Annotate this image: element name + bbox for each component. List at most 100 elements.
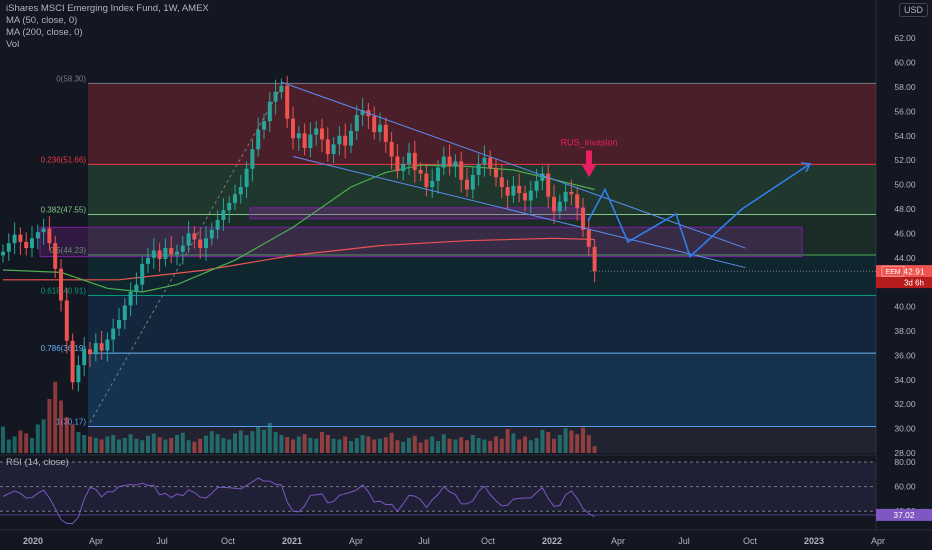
price-tick-label: 32.00 bbox=[894, 399, 916, 409]
volume-bar bbox=[581, 427, 585, 453]
candle bbox=[389, 132, 394, 170]
candle-body bbox=[378, 124, 382, 133]
volume-bar bbox=[441, 434, 446, 453]
candle-body bbox=[296, 133, 301, 139]
candle-body bbox=[175, 251, 179, 255]
candle-body bbox=[169, 248, 174, 255]
candle bbox=[192, 226, 197, 249]
candle bbox=[308, 122, 313, 158]
volume-bar bbox=[186, 440, 191, 453]
candle-body bbox=[186, 233, 191, 246]
volume-bar bbox=[378, 438, 382, 453]
candle bbox=[401, 156, 406, 181]
candle bbox=[146, 248, 150, 274]
candle-body bbox=[354, 115, 359, 131]
candle-body bbox=[325, 139, 330, 155]
candle-body bbox=[447, 156, 452, 167]
candle bbox=[320, 118, 324, 153]
fib-level-label: 0(58.30) bbox=[56, 74, 86, 83]
volume-bar bbox=[291, 439, 295, 453]
candle-body bbox=[111, 328, 116, 340]
symbol-label: EEM bbox=[885, 269, 900, 276]
fib-level-label: 0.236(51.66) bbox=[41, 155, 87, 164]
volume-bar bbox=[267, 423, 272, 453]
candle-body bbox=[192, 233, 197, 240]
candle bbox=[175, 244, 179, 266]
volume-bar bbox=[476, 438, 481, 453]
volume-bar bbox=[76, 432, 81, 453]
candle-body bbox=[82, 349, 87, 366]
price-tick-label: 36.00 bbox=[894, 350, 916, 360]
volume-bar bbox=[82, 435, 87, 453]
candle bbox=[12, 222, 17, 255]
volume-bar bbox=[592, 446, 597, 453]
candle bbox=[360, 97, 365, 127]
candle-body bbox=[64, 300, 69, 341]
candle bbox=[198, 229, 203, 260]
price-tick-label: 34.00 bbox=[894, 375, 916, 385]
volume-bar bbox=[88, 436, 92, 453]
volume-bar bbox=[204, 435, 208, 453]
candle-body bbox=[221, 210, 226, 220]
price-tick-label: 52.00 bbox=[894, 155, 916, 165]
candle-body bbox=[122, 305, 127, 321]
candle bbox=[528, 180, 533, 214]
candle-body bbox=[128, 291, 133, 306]
candle-body bbox=[459, 161, 464, 180]
candle-body bbox=[47, 228, 52, 244]
candle bbox=[517, 173, 522, 203]
candle bbox=[24, 232, 29, 256]
volume-bar bbox=[285, 437, 290, 453]
price-tick-label: 44.00 bbox=[894, 253, 916, 263]
rsi-tick-label: 60.00 bbox=[894, 482, 916, 492]
volume-bar bbox=[366, 436, 371, 453]
candle-body bbox=[592, 246, 597, 272]
candle bbox=[337, 126, 342, 156]
fib-level-label: 1(30.17) bbox=[56, 418, 86, 427]
fib-level-label: 0.618(40.91) bbox=[41, 286, 87, 295]
volume-bar bbox=[250, 431, 255, 453]
candle bbox=[488, 150, 493, 177]
candle bbox=[1, 244, 5, 263]
candle bbox=[372, 106, 377, 140]
volume-bar bbox=[314, 438, 319, 453]
volume-bar bbox=[244, 435, 249, 453]
candle-body bbox=[209, 229, 214, 239]
candle bbox=[157, 243, 162, 272]
candle bbox=[6, 233, 11, 261]
candle bbox=[76, 355, 81, 392]
candle bbox=[453, 154, 458, 178]
volume-bar bbox=[337, 439, 342, 453]
candle-body bbox=[117, 320, 121, 329]
candle bbox=[70, 333, 75, 390]
rsi-line bbox=[2, 477, 595, 524]
candle bbox=[291, 106, 295, 150]
volume-bar bbox=[198, 438, 203, 453]
price-tick-label: 40.00 bbox=[894, 302, 916, 312]
fib-zone bbox=[88, 83, 876, 165]
volume-bar bbox=[12, 436, 17, 453]
time-tick-label: Oct bbox=[743, 536, 758, 546]
candle-body bbox=[12, 234, 17, 244]
candle-body bbox=[163, 248, 168, 260]
candle bbox=[459, 151, 464, 193]
resistance-box bbox=[249, 207, 586, 220]
candle bbox=[331, 137, 336, 164]
rsi-tick-label: 80.00 bbox=[894, 457, 916, 467]
fib-level-label: 0.786(36.19) bbox=[41, 344, 87, 353]
volume-bar bbox=[465, 440, 469, 453]
volume-bar bbox=[122, 438, 127, 453]
candle bbox=[552, 184, 556, 225]
candle-body bbox=[93, 343, 98, 355]
candle-body bbox=[337, 135, 342, 145]
volume-bar bbox=[383, 437, 388, 453]
candle bbox=[343, 123, 348, 159]
volume-bar bbox=[70, 424, 75, 453]
candle-body bbox=[343, 135, 348, 146]
time-tick-label: Apr bbox=[349, 536, 363, 546]
candle bbox=[418, 162, 423, 181]
volume-legend: Vol bbox=[6, 39, 20, 50]
candle-body bbox=[523, 193, 527, 201]
currency-button[interactable]: USD bbox=[898, 3, 928, 17]
